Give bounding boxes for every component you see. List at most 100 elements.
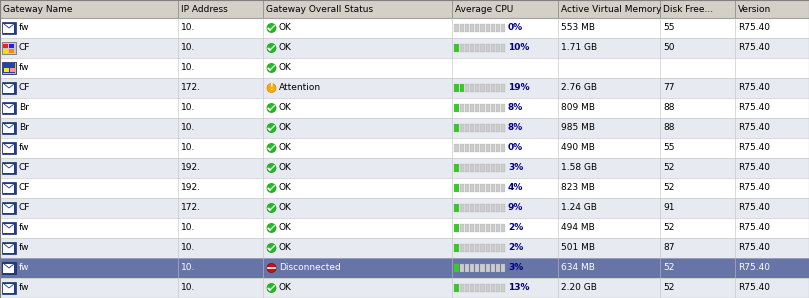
Bar	[465, 164, 469, 172]
Text: 52: 52	[663, 283, 675, 293]
Bar	[3, 184, 15, 193]
Text: fw: fw	[19, 63, 29, 72]
Bar	[470, 284, 474, 292]
Text: R75.40: R75.40	[738, 243, 770, 252]
Bar	[2, 182, 16, 194]
Circle shape	[267, 63, 276, 72]
Bar	[455, 224, 459, 232]
Bar	[496, 84, 500, 92]
Text: 3%: 3%	[508, 263, 523, 272]
Text: 985 MB: 985 MB	[561, 123, 595, 133]
Bar	[491, 24, 495, 32]
Text: 172.: 172.	[181, 204, 201, 212]
Bar	[460, 104, 464, 112]
Text: 0%: 0%	[508, 24, 523, 32]
Bar	[10, 68, 15, 72]
Bar	[491, 204, 495, 212]
Text: OK: OK	[279, 103, 292, 113]
Bar	[491, 44, 495, 52]
Bar	[2, 22, 16, 34]
Bar	[3, 243, 15, 252]
Bar	[485, 264, 490, 272]
Bar	[491, 164, 495, 172]
Bar	[465, 184, 469, 192]
Bar	[502, 224, 506, 232]
Bar	[485, 84, 490, 92]
Bar	[455, 44, 459, 52]
Bar	[491, 124, 495, 132]
Circle shape	[267, 184, 276, 193]
Bar	[496, 124, 500, 132]
Text: R75.40: R75.40	[738, 83, 770, 92]
Bar	[491, 244, 495, 252]
Circle shape	[267, 243, 276, 252]
Text: 8%: 8%	[508, 103, 523, 113]
Bar	[2, 142, 16, 154]
Text: Average CPU: Average CPU	[455, 4, 513, 13]
Bar	[481, 264, 485, 272]
Text: Gateway Overall Status: Gateway Overall Status	[266, 4, 373, 13]
Text: Disconnected: Disconnected	[279, 263, 341, 272]
Bar	[476, 84, 480, 92]
Bar	[502, 284, 506, 292]
Text: fw: fw	[19, 263, 29, 272]
Text: fw: fw	[19, 24, 29, 32]
Bar	[481, 44, 485, 52]
Text: 10.: 10.	[181, 123, 196, 133]
Text: fw: fw	[19, 224, 29, 232]
Bar	[502, 164, 506, 172]
Bar	[485, 164, 490, 172]
Bar	[481, 104, 485, 112]
Circle shape	[267, 123, 276, 133]
Bar	[502, 264, 506, 272]
Text: CF: CF	[19, 164, 31, 173]
Bar	[502, 144, 506, 152]
Text: fw: fw	[19, 283, 29, 293]
Bar	[465, 244, 469, 252]
Bar	[455, 144, 459, 152]
Bar	[491, 264, 495, 272]
Bar	[496, 284, 500, 292]
Bar	[0, 278, 809, 298]
Bar	[0, 138, 809, 158]
Circle shape	[267, 263, 276, 272]
Text: 10%: 10%	[508, 44, 529, 52]
Bar	[476, 44, 480, 52]
Bar	[476, 124, 480, 132]
Text: OK: OK	[279, 204, 292, 212]
Bar	[470, 24, 474, 32]
Text: 2%: 2%	[508, 224, 523, 232]
Bar	[455, 84, 459, 92]
Text: 9%: 9%	[508, 204, 523, 212]
Bar	[465, 24, 469, 32]
Bar	[476, 24, 480, 32]
Text: !: !	[269, 83, 273, 92]
Bar	[9, 44, 14, 48]
Text: 1.24 GB: 1.24 GB	[561, 204, 597, 212]
Bar	[2, 122, 16, 134]
Bar	[465, 124, 469, 132]
Text: OK: OK	[279, 144, 292, 153]
Text: OK: OK	[279, 164, 292, 173]
Bar	[3, 204, 15, 212]
Text: 2.20 GB: 2.20 GB	[561, 283, 597, 293]
Text: 10.: 10.	[181, 224, 196, 232]
Bar	[481, 224, 485, 232]
Bar	[496, 104, 500, 112]
Bar	[491, 144, 495, 152]
Text: 10.: 10.	[181, 283, 196, 293]
Text: R75.40: R75.40	[738, 263, 770, 272]
Bar	[476, 244, 480, 252]
Bar	[0, 38, 809, 58]
Bar	[0, 238, 809, 258]
Bar	[0, 178, 809, 198]
Text: 1.71 GB: 1.71 GB	[561, 44, 597, 52]
Text: CF: CF	[19, 184, 31, 193]
Bar	[476, 164, 480, 172]
Bar	[481, 164, 485, 172]
Bar	[502, 24, 506, 32]
Bar	[481, 204, 485, 212]
Bar	[476, 104, 480, 112]
Text: R75.40: R75.40	[738, 123, 770, 133]
Text: Version: Version	[738, 4, 771, 13]
